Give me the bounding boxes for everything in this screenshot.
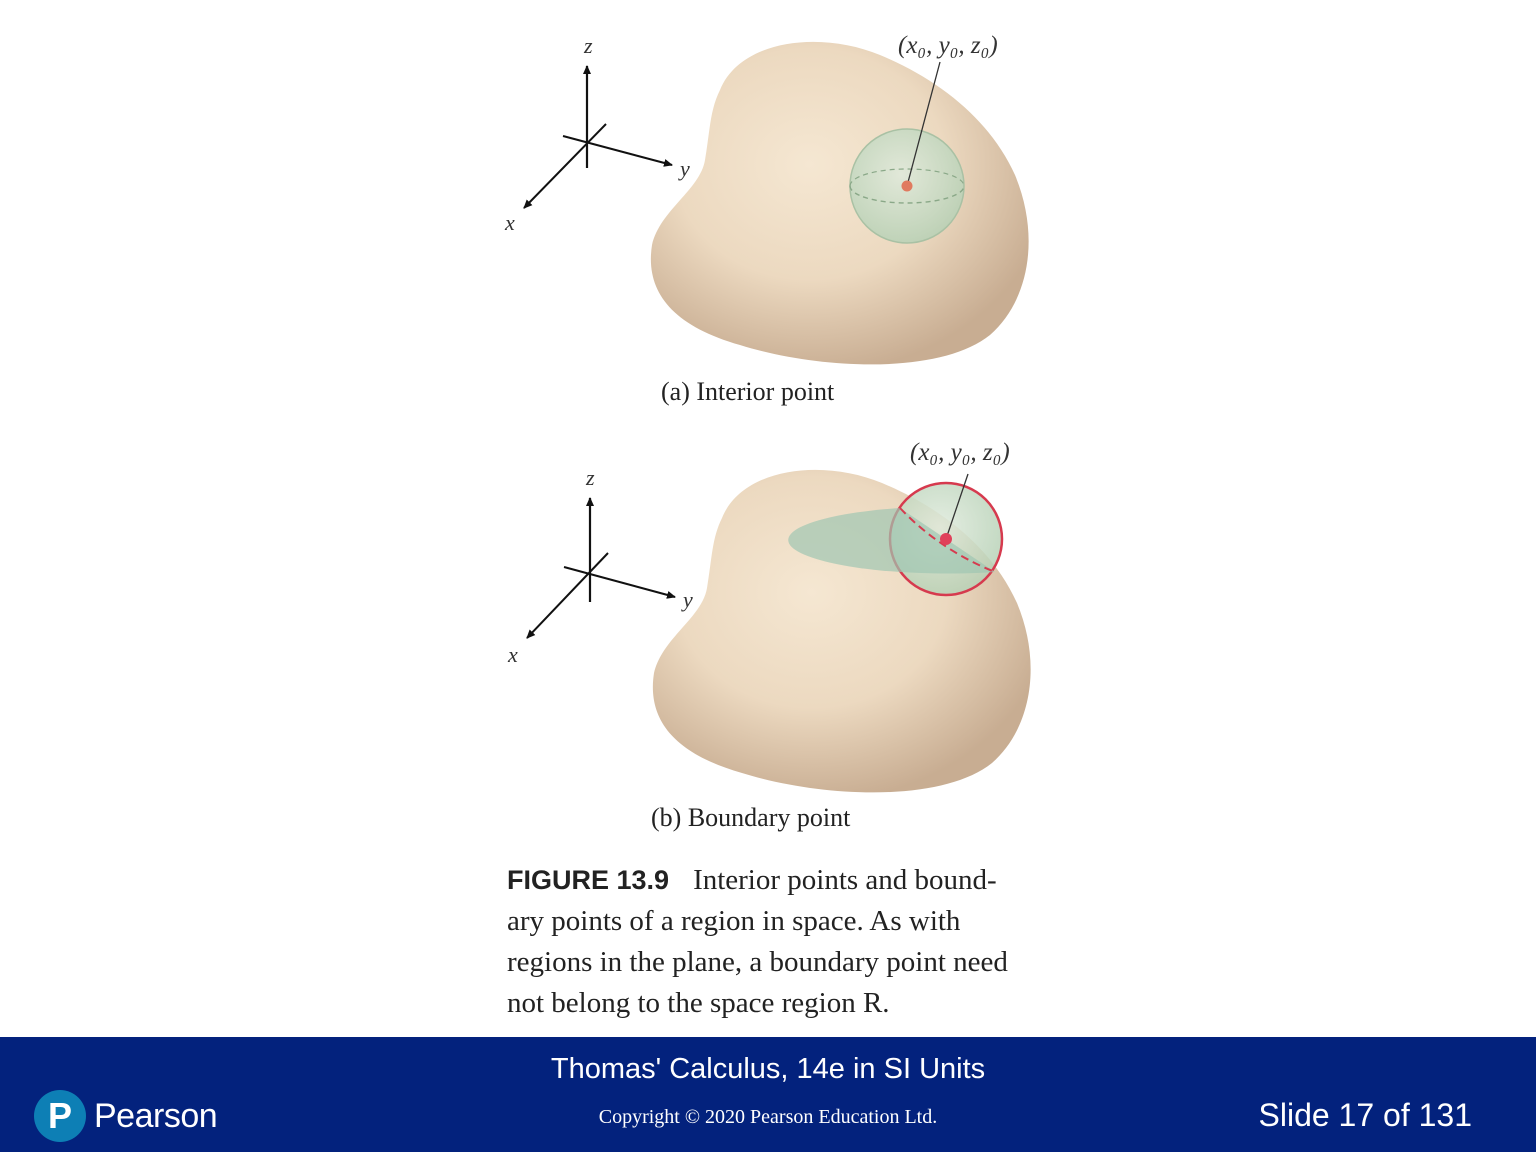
figure-caption-line-1: FIGURE 13.9 Interior points and bound-: [507, 860, 1047, 901]
figure-number: FIGURE 13.9: [507, 865, 670, 895]
figure-caption-line-3: regions in the plane, a boundary point n…: [507, 946, 1008, 978]
pearson-logo: P Pearson: [34, 1089, 218, 1143]
slide-footer: Thomas' Calculus, 14e in SI Units Copyri…: [0, 1037, 1536, 1152]
figure-caption-line-4: not belong to the space region R.: [507, 987, 890, 1019]
pearson-logo-icon: P: [34, 1090, 86, 1142]
point-label-a: (x₀, y₀, z₀): [898, 32, 998, 59]
logo-letter: P: [47, 1095, 72, 1136]
figure-caption-text-1: Interior points and bound-: [693, 864, 997, 896]
axes-b: [526, 497, 676, 639]
boundary-point-dot: [940, 533, 952, 545]
figure-caption-line-2: ary points of a region in space. As with: [507, 905, 961, 937]
leader-line-a: [906, 61, 941, 187]
point-label-b: (x₀, y₀, z₀): [910, 439, 1010, 466]
panel-b: [526, 469, 1031, 793]
leader-line-b: [945, 473, 969, 540]
caption-panel-a: (a) Interior point: [661, 377, 835, 406]
figure-diagram: z y x (x₀, y₀, z₀) z y x (x₀, y₀, z₀): [504, 32, 1031, 793]
caption-panel-b: (b) Boundary point: [651, 803, 851, 832]
axes-a: [523, 65, 673, 209]
region-r-blob: [650, 41, 1029, 365]
axis-z-label-b: z: [585, 465, 595, 490]
interior-point-dot: [901, 180, 913, 192]
pearson-logo-text: Pearson: [94, 1096, 218, 1135]
book-title: Thomas' Calculus, 14e in SI Units: [550, 1053, 986, 1085]
copyright-notice: Copyright © 2020 Pearson Education Ltd.: [598, 1106, 938, 1128]
axis-x-label-b: x: [507, 642, 518, 667]
axis-y-label-b: y: [681, 587, 693, 612]
axis-z-label-a: z: [583, 33, 593, 58]
panel-a: [523, 41, 1029, 365]
figure-caption: FIGURE 13.9 Interior points and bound- ar…: [507, 860, 1047, 1024]
axis-y-label-a: y: [678, 156, 690, 181]
slide-number: Slide 17 of 131: [1258, 1097, 1473, 1133]
axis-x-label-a: x: [504, 210, 515, 235]
